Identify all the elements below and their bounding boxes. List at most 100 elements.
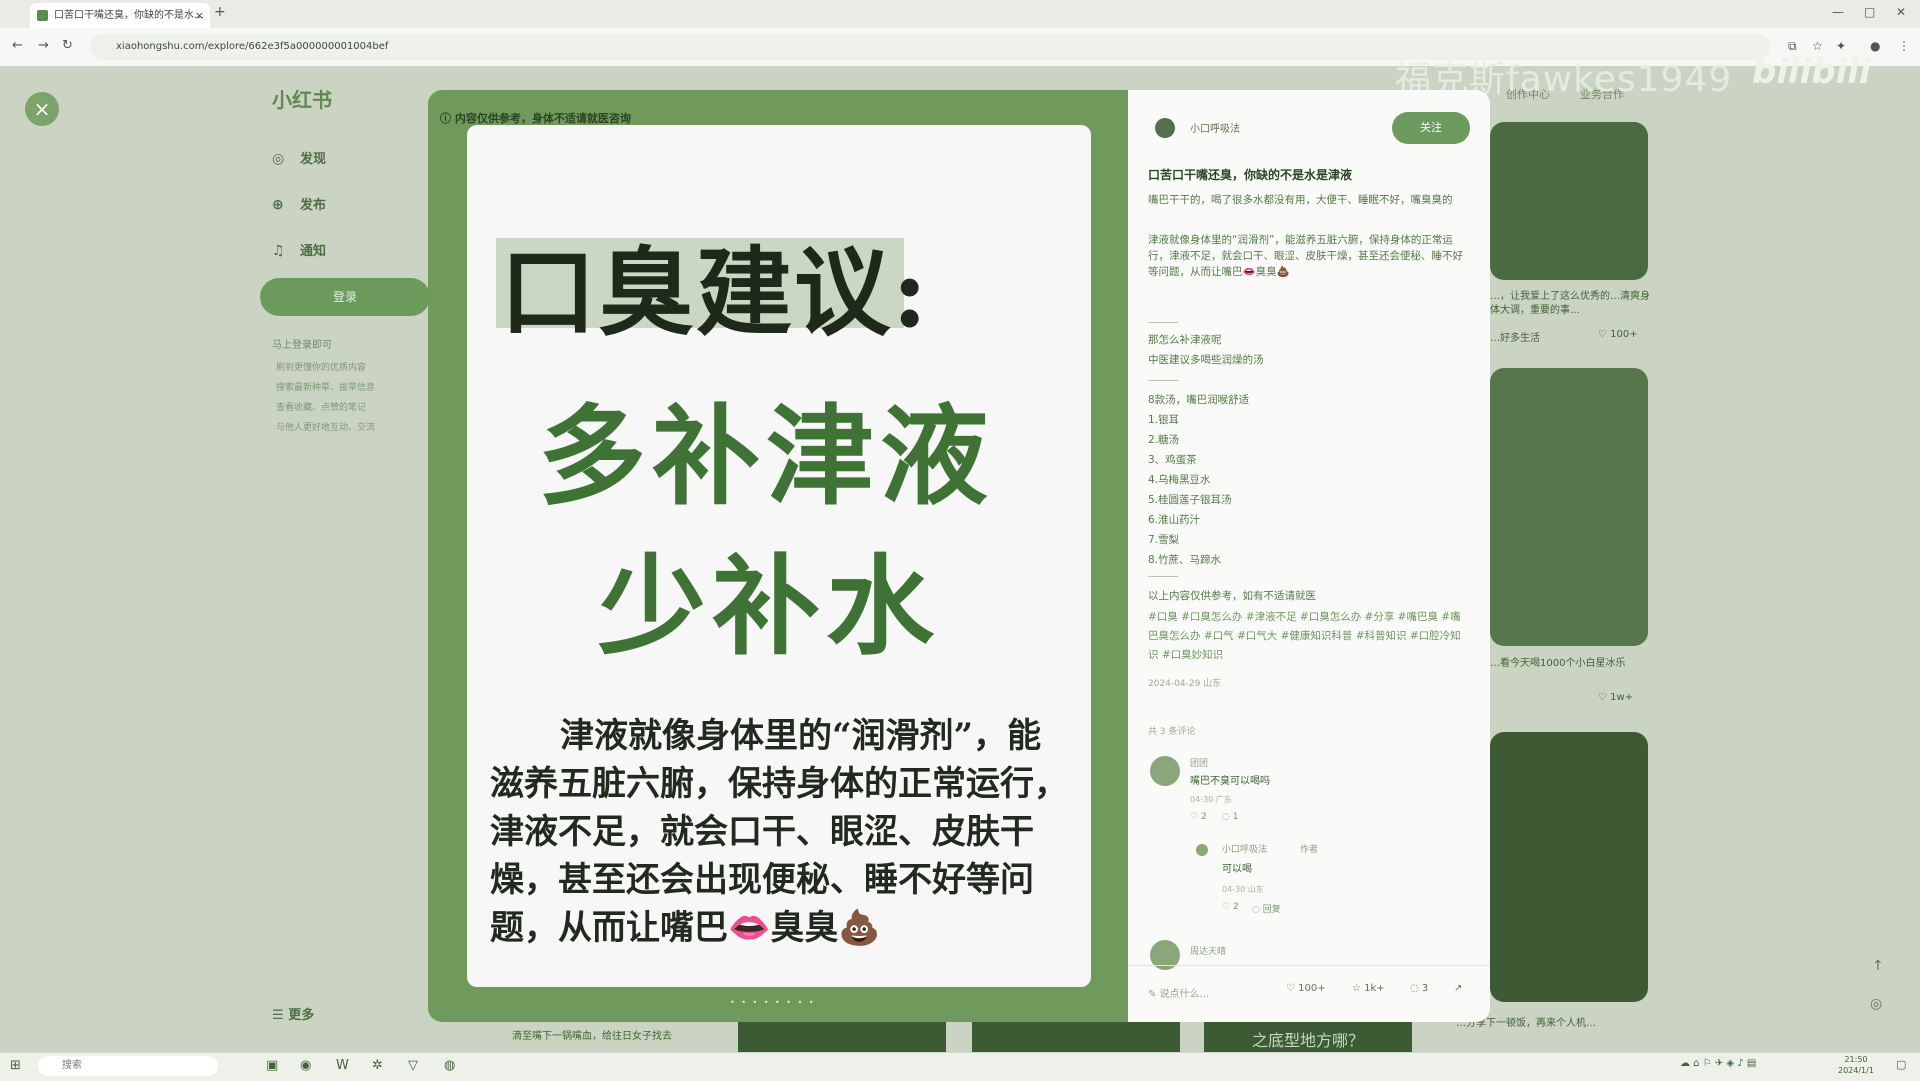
back-to-top-icon[interactable]: ↑ [1872, 958, 1884, 974]
app-icon[interactable]: ▽ [408, 1058, 418, 1073]
heart-icon: ♡ [1222, 902, 1231, 912]
install-icon[interactable]: ⧉ [1788, 39, 1797, 53]
comment-like[interactable]: ♡ 2 [1190, 812, 1207, 822]
note-disclaimer: 以上内容仅供参考，如有不适请就医 [1148, 590, 1316, 602]
comment-button[interactable]: ◌ 3 [1410, 983, 1428, 994]
poster-line1: 多补津液 [538, 394, 995, 520]
feed-card-image[interactable] [1490, 122, 1648, 280]
list-item: 7.雪梨 [1148, 534, 1180, 546]
creator-center-link[interactable]: 创作中心 [1506, 88, 1550, 101]
profile-icon[interactable]: ● [1870, 39, 1881, 53]
taskview-icon[interactable]: ▣ [266, 1058, 279, 1073]
disclaimer-strip: ⓘ 内容仅供参考，身体不适请就医咨询 [440, 110, 631, 126]
forward-icon[interactable]: → [38, 38, 49, 53]
poster-body: 津液就像身体里的“润滑剂”，能滋养五脏六腑，保持身体的正常运行，津液不足，就会口… [490, 716, 1068, 948]
divider [1148, 576, 1178, 577]
feed-like-count: 1w+ [1610, 692, 1634, 703]
business-link[interactable]: 业务合作 [1580, 88, 1624, 101]
close-tab-icon[interactable]: × [194, 9, 204, 22]
note-tags[interactable]: #口臭 #口臭怎么办 #津液不足 #口臭怎么办 #分享 #嘴巴臭 #嘴巴臭怎么办… [1148, 611, 1461, 661]
bottom-card-caption[interactable]: 滴至嘴下一锅嘴血，给往日女子找去 [512, 1031, 672, 1042]
minimize-icon[interactable]: — [1832, 5, 1844, 19]
star-count: 1k+ [1364, 983, 1385, 994]
menu-icon[interactable]: ⋮ [1898, 39, 1910, 53]
note-suggestion: 中医建议多喝些润燥的汤 [1148, 354, 1264, 366]
reply-reply[interactable]: ◌ 回复 [1252, 902, 1281, 915]
browser-tab[interactable]: 口苦口干嘴还臭，你缺的不是水… × [30, 3, 210, 28]
feed-like-count: 100+ [1610, 329, 1638, 340]
url-input[interactable]: xiaohongshu.com/explore/662e3f5a00000000… [90, 34, 1770, 60]
app-icon[interactable]: ✲ [372, 1058, 383, 1073]
interaction-bar [1128, 965, 1490, 1022]
list-item: 8.竹蔗、马蹄水 [1148, 554, 1222, 566]
author-avatar[interactable] [1155, 118, 1175, 138]
notification-icon[interactable]: ▢ [1896, 1058, 1907, 1071]
bottom-card-image[interactable] [972, 1022, 1180, 1052]
clock-date: 2024/1/1 [1838, 1066, 1874, 1075]
comment-avatar[interactable] [1150, 756, 1180, 786]
comment-meta: 04-30 广东 [1190, 795, 1232, 804]
collect-button[interactable]: ☆ 1k+ [1352, 983, 1385, 994]
taskbar-clock[interactable]: 21:50 2024/1/1 [1838, 1054, 1874, 1076]
comment-author[interactable]: 团团 [1190, 759, 1209, 769]
hamburger-icon: ☰ [272, 1008, 289, 1023]
tray-icons[interactable]: ☁ ⌂ ⚐ ✈ ◈ ♪ ▤ [1680, 1058, 1757, 1069]
note-title: 口苦口干嘴还臭，你缺的不是水是津液 [1148, 168, 1353, 182]
taskbar-search[interactable]: 搜索 [38, 1056, 218, 1076]
feed-card-caption[interactable]: …，让我爱上了这么优秀的…清爽身体大调，重要的事… [1490, 291, 1650, 316]
login-button[interactable]: 登录 [260, 278, 430, 316]
reply-meta: 04-30 山东 [1222, 885, 1264, 894]
reply-like[interactable]: ♡ 2 [1222, 902, 1239, 912]
app-icon[interactable]: ◉ [300, 1058, 312, 1073]
extension-icon[interactable]: ✦ [1836, 39, 1847, 53]
reply-like-count: 2 [1232, 902, 1239, 912]
plus-icon: ⊕ [272, 197, 284, 213]
app-icon[interactable]: W [336, 1058, 349, 1073]
new-tab-button[interactable]: + [214, 4, 226, 20]
bookmark-star-icon[interactable]: ☆ [1812, 39, 1823, 53]
reply-author[interactable]: 小口呼吸法 [1222, 845, 1268, 855]
comment-reply-count: 1 [1232, 812, 1239, 822]
site-logo[interactable]: 小红书 [272, 88, 332, 112]
poster-line2: 少补水 [598, 544, 941, 670]
list-item: 6.淮山药汁 [1148, 514, 1201, 526]
maximize-icon[interactable]: □ [1864, 5, 1876, 19]
back-icon[interactable]: ← [12, 38, 23, 53]
close-modal-button[interactable]: × [25, 92, 59, 126]
search-placeholder: 搜索 [62, 1060, 82, 1071]
nav-discover[interactable]: ◎ 发现 [272, 148, 326, 167]
close-window-icon[interactable]: ✕ [1896, 5, 1907, 19]
feed-card-caption[interactable]: …分享下一顿饭，再来个人机… [1456, 1018, 1596, 1029]
carousel-dots[interactable]: • • • • • • • • [730, 998, 816, 1007]
divider [1148, 322, 1178, 323]
bottom-card-image[interactable] [738, 1022, 946, 1052]
tab-title: 口苦口干嘴还臭，你缺的不是水… [54, 10, 204, 21]
nav-publish[interactable]: ⊕ 发布 [272, 194, 326, 213]
speech-bubble-icon: ◌ [1222, 812, 1230, 822]
windows-start-icon[interactable]: ⊞ [10, 1058, 21, 1073]
reply-avatar[interactable] [1196, 844, 1208, 856]
comment-author[interactable]: 周达天晴 [1190, 947, 1227, 957]
bilibili-logo: bilibili [1752, 52, 1871, 92]
feed-card-caption[interactable]: …看今天喝1000个小白星冰乐 [1490, 658, 1626, 669]
share-button[interactable]: ↗ [1454, 983, 1462, 994]
comment-count: 共 3 条评论 [1148, 727, 1196, 737]
comment-reply[interactable]: ◌ 1 [1222, 812, 1238, 822]
nav-notify[interactable]: ♫ 通知 [272, 240, 326, 259]
comment-text: 嘴巴不臭可以喝吗 [1190, 776, 1270, 787]
feed-card-image[interactable] [1490, 368, 1648, 646]
bottom-card-caption[interactable]: 之底型地方哪？ [1204, 1022, 1412, 1052]
disclaimer-strip-text: 内容仅供参考，身体不适请就医咨询 [454, 112, 631, 125]
author-name[interactable]: 小口呼吸法 [1190, 124, 1240, 135]
speech-bubble-icon: ◌ [1410, 983, 1422, 994]
like-button[interactable]: ♡ 100+ [1286, 983, 1326, 994]
follow-button[interactable]: 关注 [1392, 112, 1470, 144]
feed-card-image[interactable] [1490, 732, 1648, 1002]
comment-input[interactable]: ✎ 说点什么... [1148, 985, 1209, 1000]
refresh-icon[interactable]: ◎ [1870, 996, 1883, 1012]
reload-icon[interactable]: ↻ [62, 38, 73, 53]
star-icon: ☆ [1352, 983, 1365, 994]
more-menu[interactable]: ☰ 更多 [272, 1004, 314, 1023]
browser-taskbar-icon[interactable]: ◍ [444, 1058, 456, 1073]
author-badge: 作者 [1300, 845, 1319, 855]
